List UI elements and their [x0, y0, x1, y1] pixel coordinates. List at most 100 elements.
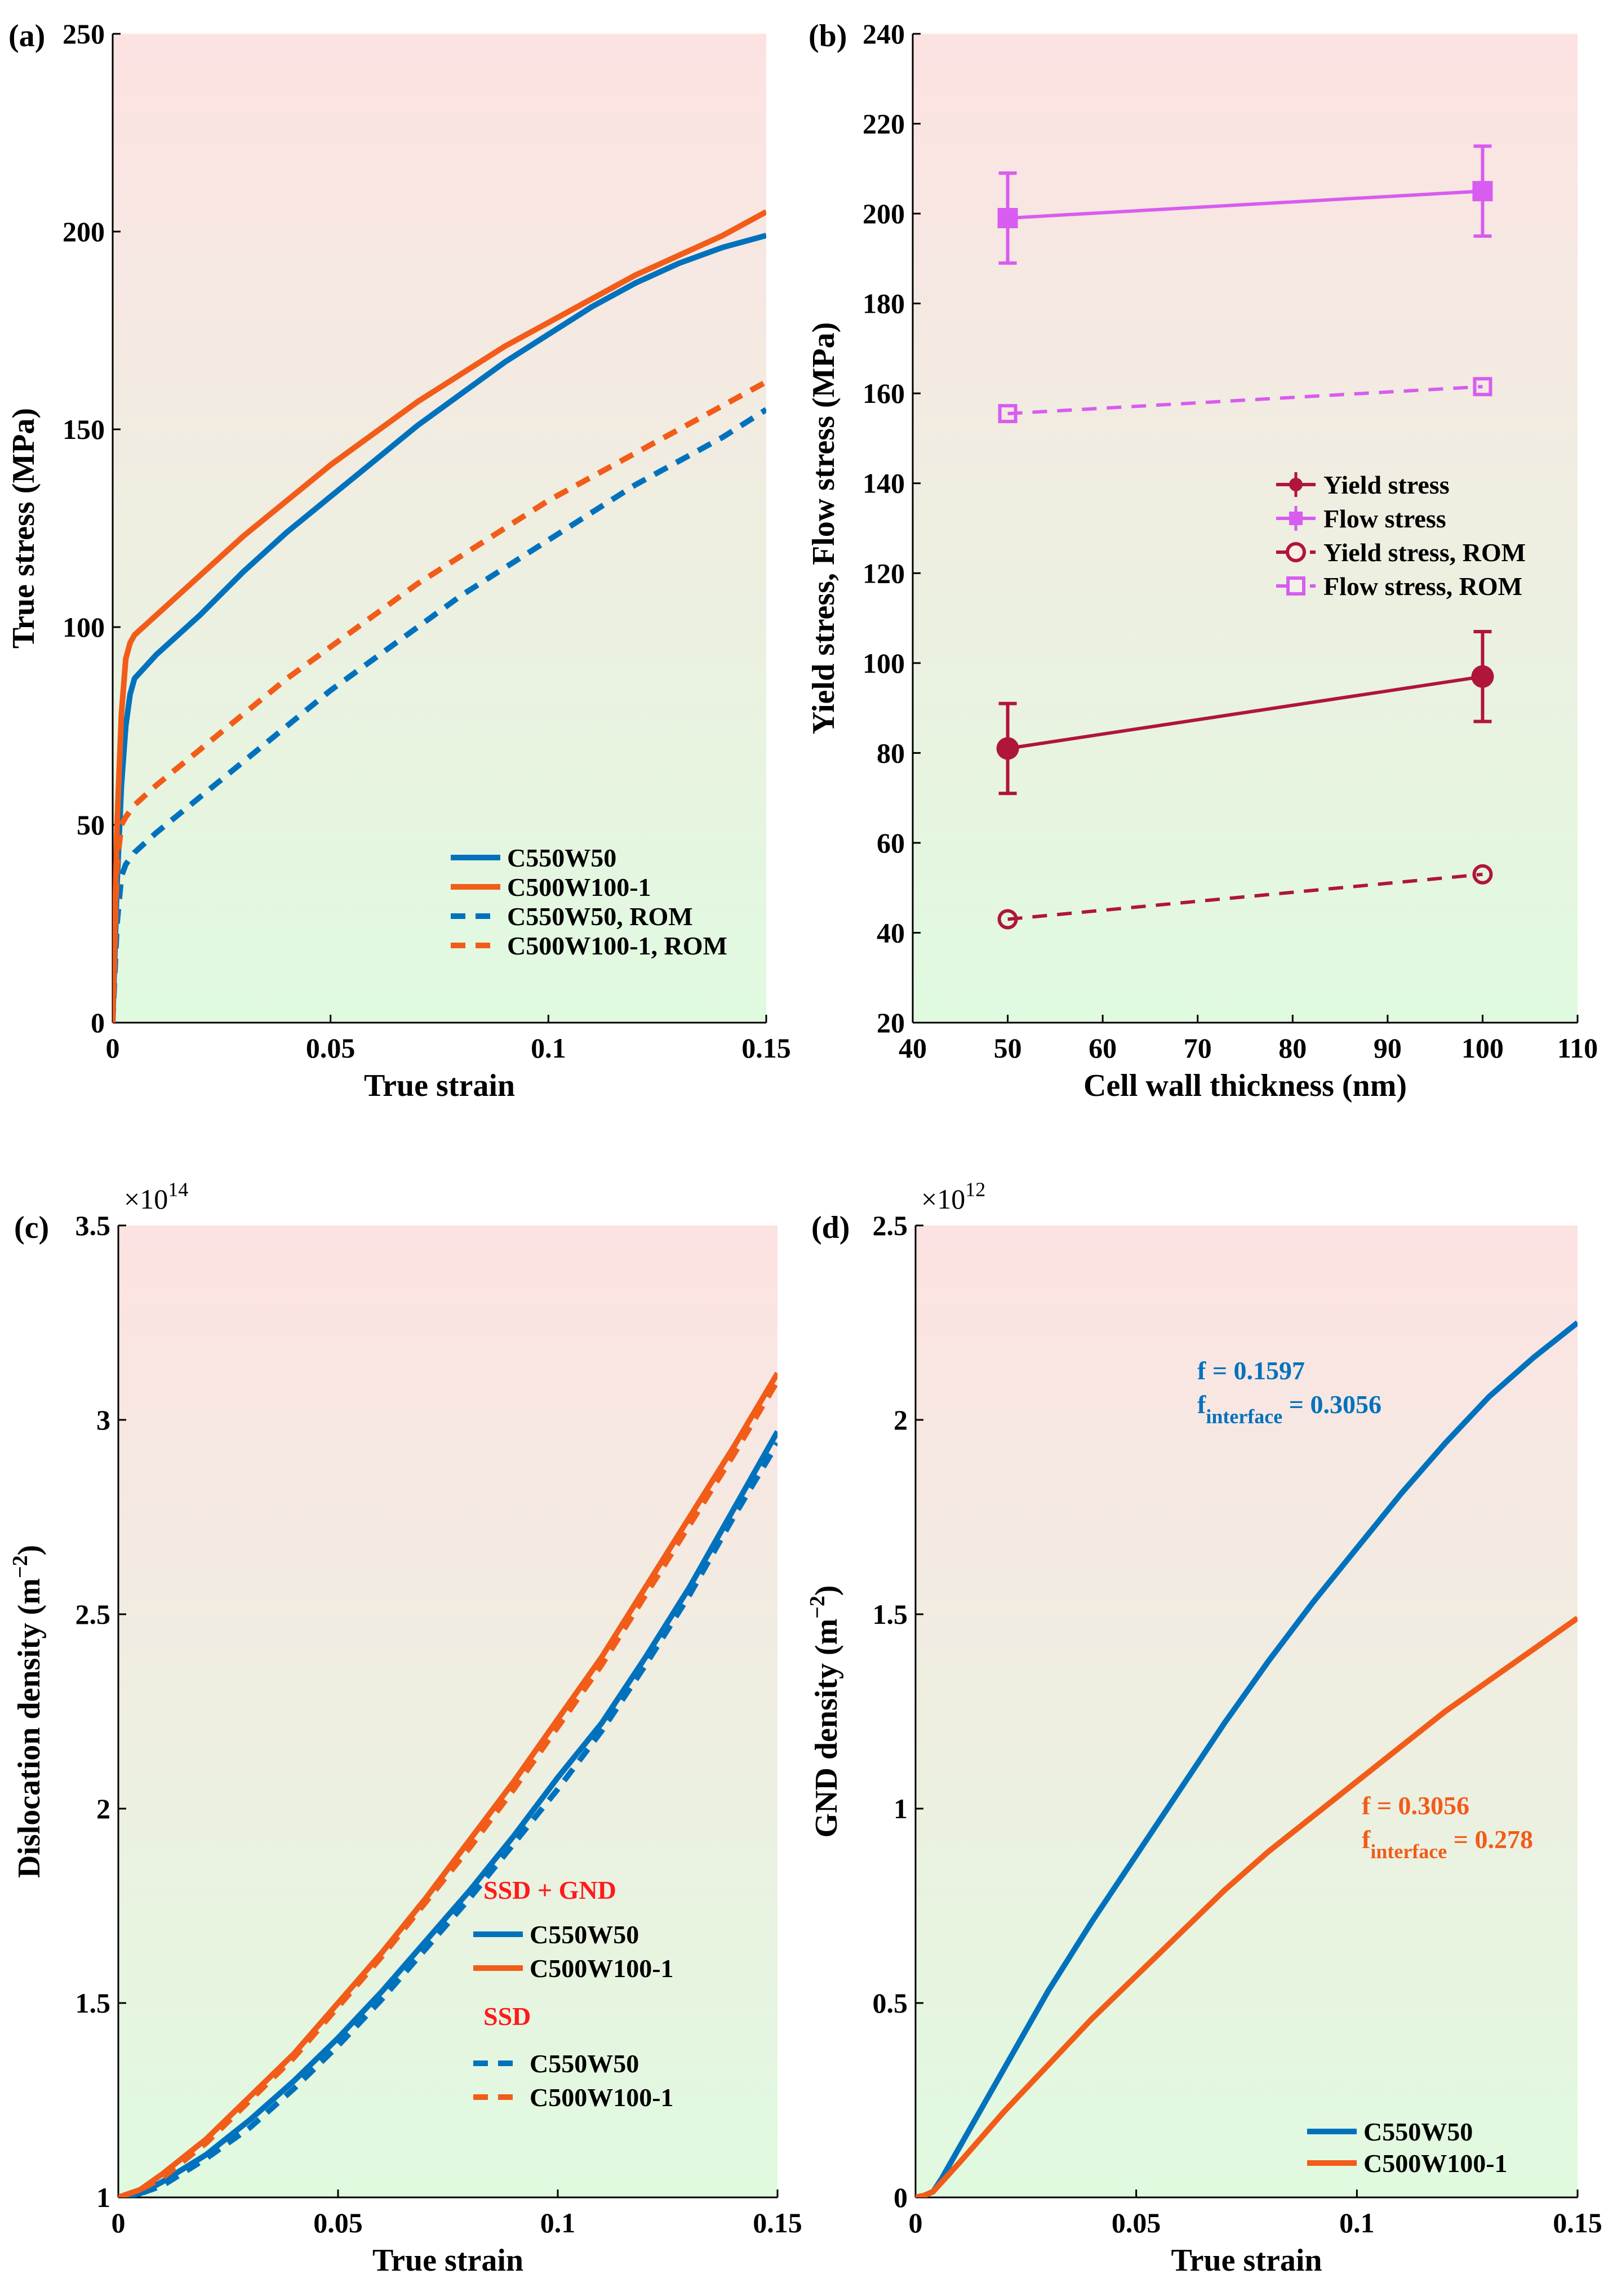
panel-label: (b)	[808, 19, 847, 54]
legend-label: C500W100-1	[507, 873, 651, 901]
y-tick-label: 2	[96, 1793, 110, 1824]
y-axis-label: Dislocation density (m−2)	[8, 1545, 47, 1878]
x-axis-label: True strain	[1171, 2243, 1322, 2278]
y-axis-label: GND density (m−2)	[806, 1585, 844, 1837]
y-tick-label: 100	[63, 611, 105, 643]
data-point-marker	[998, 404, 1018, 424]
y-tick-label: 0	[894, 2182, 908, 2213]
y-axis-multiplier-exponent: 14	[168, 1178, 188, 1201]
y-axis-label: True stress (MPa)	[6, 408, 41, 649]
x-tick-label: 110	[1557, 1032, 1598, 1064]
legend-label: C500W100-1	[530, 2083, 674, 2112]
x-tick-label: 0.1	[1339, 2207, 1375, 2239]
legend-label: C500W100-1	[1363, 2149, 1508, 2178]
y-tick-label: 200	[63, 216, 105, 247]
panel-label: (c)	[14, 1210, 49, 1245]
annotation-f: f = 0.3056	[1362, 1791, 1469, 1820]
x-tick-label: 40	[899, 1032, 927, 1064]
x-axis-label: True strain	[364, 1068, 515, 1103]
y-tick-label: 150	[63, 414, 105, 445]
series-line-c500w100-1	[118, 1379, 778, 2197]
series-line-c550w50-rom	[113, 407, 766, 1023]
panel-d-chart: 0 0.05 0.1 0.15 0 0.5 1 1.5 2 2.5 True strain GND d…	[806, 1178, 1602, 2278]
plot-background	[118, 1225, 778, 2197]
panel-c-chart: 0 0.05 0.1 0.15 1 1.5 2 2.5 3 3.5 True strain Dislo…	[8, 1178, 802, 2278]
y-tick-label: 2.5	[75, 1598, 111, 1630]
y-tick-label: 0.5	[873, 1987, 908, 2019]
y-axis-multiplier: ×1012	[921, 1178, 985, 1215]
series-line-yield-stress-rom	[1007, 872, 1483, 921]
legend-label: C550W50, ROM	[507, 902, 693, 931]
y-tick-label: 200	[863, 198, 905, 229]
x-axis-label: Cell wall thickness (nm)	[1083, 1068, 1407, 1103]
panel-label: (d)	[811, 1210, 850, 1245]
series-line-yield-stress	[1007, 674, 1483, 750]
series-line-flow-stress-rom	[1007, 385, 1483, 416]
y-tick-label: 2.5	[873, 1210, 908, 1241]
series-line-c550w50	[113, 233, 766, 1023]
x-tick-label: 0.1	[540, 2207, 576, 2239]
annotation-value: = 0.3056	[1282, 1390, 1381, 1419]
legend-label: C550W50	[530, 2049, 639, 2078]
series-line-c500w100-1	[916, 1615, 1578, 2197]
y-axis-label: Yield stress, Flow stress (MPa)	[806, 322, 841, 735]
y-tick-label: 180	[863, 288, 905, 319]
x-tick-label: 0.05	[306, 1032, 356, 1064]
legend-marker	[1286, 542, 1306, 562]
data-point-marker	[997, 208, 1018, 229]
panel-b-chart: 40 50 60 70 80 90 100 1102040608010012014016018…	[806, 18, 1598, 1103]
x-tick-label: 60	[1089, 1032, 1117, 1064]
data-point-marker	[1472, 864, 1493, 885]
y-tick-label: 50	[77, 809, 105, 841]
data-point-marker	[1473, 377, 1492, 397]
x-tick-label: 0.05	[1112, 2207, 1161, 2239]
y-axis-label-exponent: −2	[806, 1596, 829, 1619]
x-tick-label: 0.15	[753, 2207, 802, 2239]
y-tick-label: 1.5	[873, 1598, 908, 1630]
y-axis-multiplier-exponent: 12	[965, 1178, 985, 1201]
data-point-marker	[1471, 665, 1494, 688]
x-tick-label: 0	[112, 2207, 126, 2239]
x-axis-label: True strain	[372, 2243, 523, 2278]
y-axis-label-close: )	[809, 1585, 844, 1596]
data-point-marker	[996, 737, 1019, 760]
x-tick-label: 90	[1374, 1032, 1402, 1064]
legend-label: Yield stress, ROM	[1323, 538, 1526, 567]
legend-label: C500W100-1	[530, 1954, 674, 1983]
y-tick-label: 220	[863, 108, 905, 140]
y-axis-multiplier: ×1014	[124, 1178, 188, 1215]
legend-label: C550W50	[507, 843, 616, 872]
legend-label: Flow stress, ROM	[1323, 572, 1522, 601]
series-line-c500w100-1-rom	[113, 379, 766, 1023]
panel-a-chart: 0 0.05 0.1 0.15 0 50 100 150 200 250 True strain Tr…	[6, 18, 791, 1103]
series-line-c500w100-1	[113, 209, 766, 1023]
legend-label: C500W100-1, ROM	[507, 931, 727, 960]
annotation-subscript: interface	[1370, 1840, 1447, 1863]
x-tick-label: 0	[909, 2207, 923, 2239]
x-tick-label: 0.15	[1553, 2207, 1602, 2239]
panel-label: (a)	[8, 19, 45, 54]
x-tick-label: 80	[1278, 1032, 1307, 1064]
y-tick-label: 60	[877, 827, 905, 859]
y-tick-label: 0	[91, 1007, 105, 1038]
x-tick-label: 0.05	[313, 2207, 363, 2239]
legend-label: Flow stress	[1323, 504, 1446, 533]
data-point-marker	[1472, 181, 1493, 202]
series-line-c550w50	[118, 1441, 778, 2197]
y-tick-label: 140	[863, 468, 905, 499]
legend-label: Yield stress	[1323, 470, 1450, 499]
y-tick-label: 2	[894, 1404, 908, 1436]
y-tick-label: 240	[863, 18, 905, 50]
y-axis-label-exponent: −2	[8, 1556, 32, 1579]
annotation-f: f = 0.1597	[1197, 1356, 1305, 1385]
x-tick-label: 0.15	[741, 1032, 791, 1064]
annotation-value: = 0.278	[1447, 1825, 1533, 1854]
y-tick-label: 1	[894, 1793, 908, 1824]
y-tick-label: 160	[863, 378, 905, 409]
data-point-marker	[997, 909, 1018, 930]
legend-group-header: SSD	[483, 2002, 531, 2031]
legend-label: C550W50	[1363, 2117, 1473, 2146]
y-tick-label: 40	[877, 917, 905, 948]
y-tick-label: 20	[877, 1007, 905, 1038]
